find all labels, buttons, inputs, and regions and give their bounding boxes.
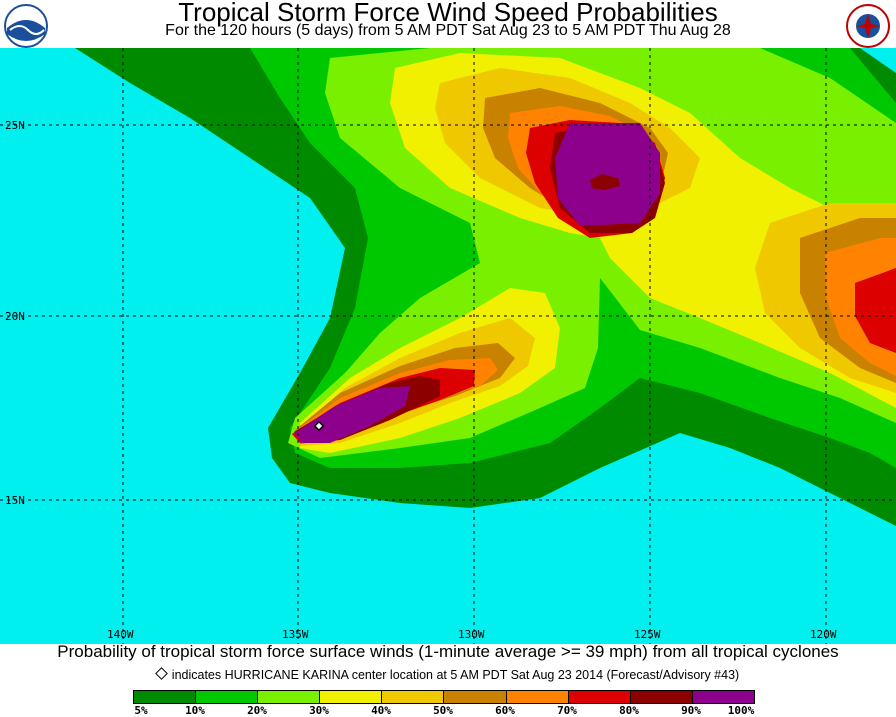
legend-swatch [381, 691, 444, 703]
page-subtitle: For the 120 hours (5 days) from 5 AM PDT… [165, 22, 731, 39]
storm-note-text: indicates HURRICANE KARINA center locati… [171, 668, 740, 682]
storm-center-marker [313, 420, 325, 432]
legend-swatch [629, 691, 692, 703]
legend-color-bar [133, 690, 755, 704]
lat-label-15n: 15N [5, 494, 25, 507]
lon-label-140w: 140W [107, 628, 134, 641]
storm-note: indicates HURRICANE KARINA center locati… [0, 667, 896, 682]
page-title: Tropical Storm Force Wind Speed Probabil… [178, 0, 718, 27]
map-caption: Probability of tropical storm force surf… [57, 642, 839, 661]
map-grid [0, 48, 896, 644]
contour-90pct [295, 123, 660, 443]
legend-swatch [257, 691, 320, 703]
contour-100pct [590, 174, 620, 190]
legend-swatch [567, 691, 630, 703]
legend-label: 5% [134, 704, 148, 717]
probability-map: 25N 20N 15N 140W 135W 130W 125W 120W [0, 48, 896, 644]
legend-swatch [319, 691, 382, 703]
legend-label: 80% [619, 704, 639, 717]
legend-label: 20% [247, 704, 267, 717]
legend-label: 100% [727, 704, 755, 717]
legend-swatch [691, 691, 754, 703]
legend-label: 60% [495, 704, 515, 717]
legend-label: 70% [557, 704, 577, 717]
contour-50pct [295, 88, 896, 444]
lat-label-25n: 25N [5, 119, 25, 132]
legend-label: 40% [371, 704, 391, 717]
legend-label: 30% [309, 704, 329, 717]
noaa-logo [4, 4, 48, 48]
lon-label-125w: 125W [634, 628, 661, 641]
legend-swatch [195, 691, 258, 703]
lat-label-20n: 20N [5, 310, 25, 323]
legend-label: 10% [185, 704, 205, 717]
legend-swatch [443, 691, 506, 703]
lon-label-130w: 130W [458, 628, 485, 641]
legend-label: 50% [433, 704, 453, 717]
nws-logo [846, 4, 890, 48]
legend-swatch [505, 691, 568, 703]
lon-label-135w: 135W [282, 628, 309, 641]
header: Tropical Storm Force Wind Speed Probabil… [0, 0, 896, 48]
lon-label-120w: 120W [810, 628, 837, 641]
legend-label: 90% [681, 704, 701, 717]
legend-swatch [134, 691, 196, 703]
diamond-icon [154, 667, 168, 680]
footer: Probability of tropical storm force surf… [0, 642, 896, 717]
